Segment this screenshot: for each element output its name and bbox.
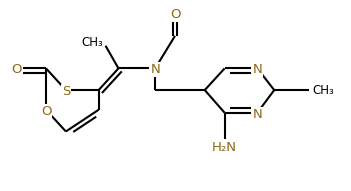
Text: S: S: [62, 85, 70, 98]
Text: N: N: [150, 63, 160, 76]
Text: N: N: [252, 63, 262, 76]
Text: N: N: [252, 108, 262, 121]
Text: O: O: [170, 8, 180, 21]
Text: O: O: [41, 105, 51, 118]
Text: CH₃: CH₃: [82, 36, 104, 49]
Text: O: O: [11, 63, 21, 76]
Text: CH₃: CH₃: [312, 84, 334, 97]
Text: H₂N: H₂N: [212, 141, 237, 154]
